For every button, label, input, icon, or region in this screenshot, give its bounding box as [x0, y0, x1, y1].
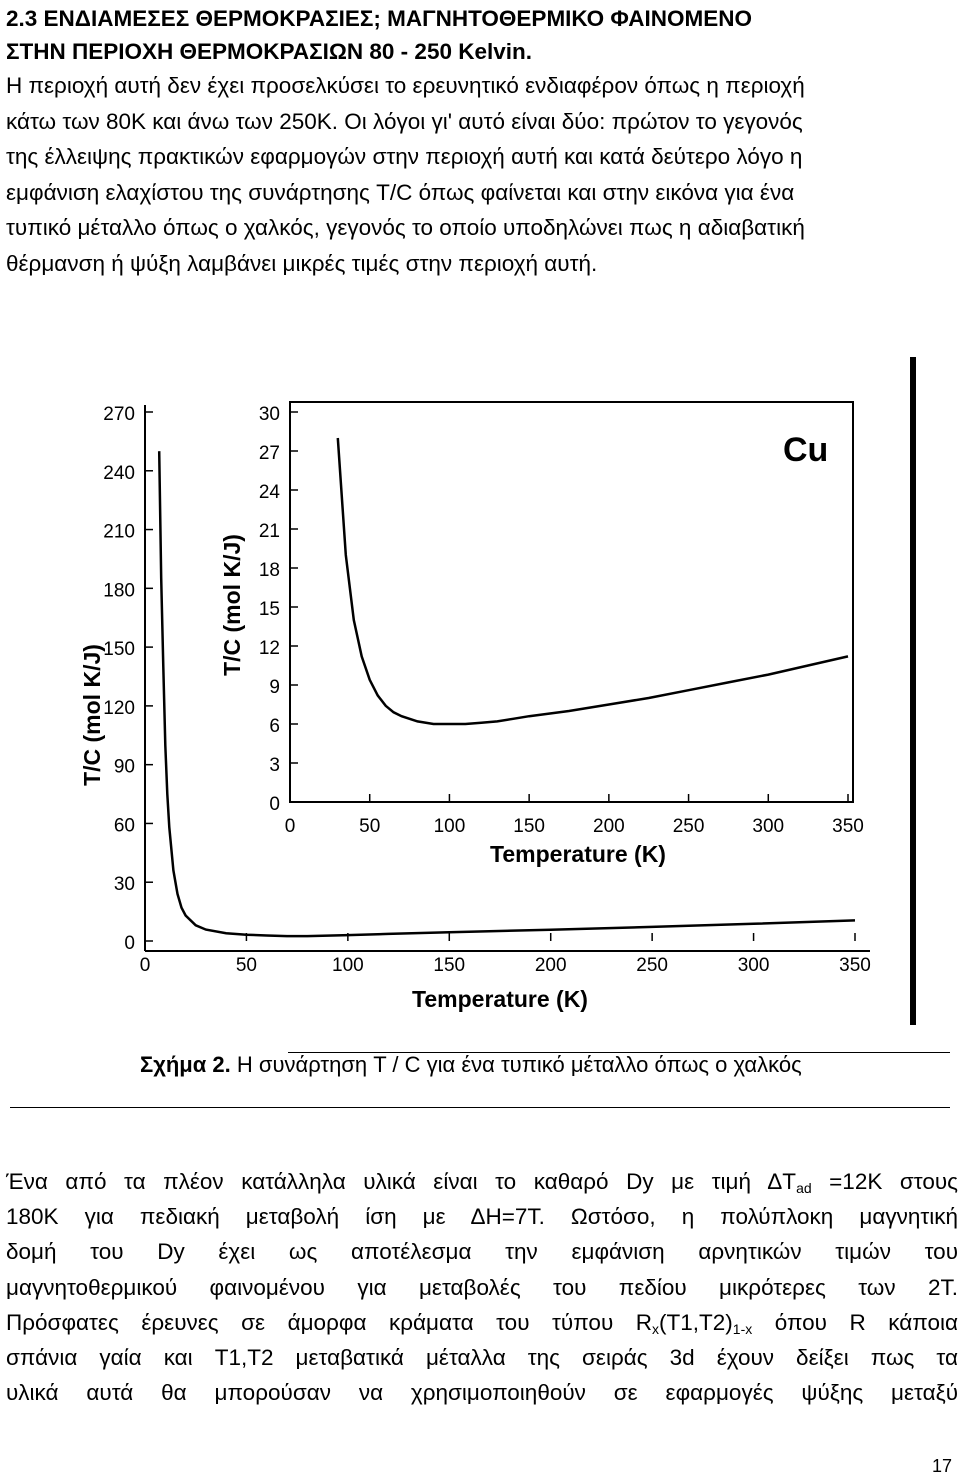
- inset-x-axis-label: Temperature (K): [490, 841, 666, 867]
- x-tick-label: 300: [752, 816, 784, 837]
- caption-text: Η συνάρτηση T / C για ένα τυπικό μέταλλο…: [230, 1052, 802, 1077]
- inset-title: Cu: [783, 431, 828, 469]
- x-tick-label: 0: [140, 955, 151, 976]
- paragraph-line: τυπικό μέταλλο όπως ο χαλκός, γεγονός το…: [6, 215, 805, 240]
- figure-caption: Σχήμα 2. Η συνάρτηση T / C για ένα τυπικ…: [140, 1052, 802, 1078]
- paragraph-line: 180K για πεδιακή μεταβολή ίση με ΔH=7T. …: [6, 1204, 958, 1230]
- main-x-axis-label: Temperature (K): [412, 986, 588, 1012]
- paragraph-line: υλικά αυτά θα μπορούσαν να χρησιμοποιηθο…: [6, 1380, 958, 1406]
- paragraph-line: Πρόσφατες έρευνες σε άμορφα κράματα του …: [6, 1309, 958, 1337]
- x-tick-label: 100: [332, 955, 364, 976]
- y-tick-label: 30: [259, 404, 280, 425]
- paragraph-line: κάτω των 80Κ και άνω των 250Κ. Οι λόγοι …: [6, 108, 803, 134]
- x-tick-label: 350: [839, 955, 871, 976]
- inset-chart: 0 3 6 9 12 15 18 21 24 27 30 0 50 100 150 200 250 300 350…: [219, 401, 864, 867]
- y-tick-label: 21: [259, 521, 280, 542]
- body-paragraph: Ένα από τα πλέον κατάλληλα υλικά είναι τ…: [6, 1164, 958, 1410]
- section-heading: 2.3 ΕΝΔΙΑΜΕΣΕΣ ΘΕΡΜΟΚΡΑΣΙΕΣ; ΜΑΓΝΗΤΟΘΕΡΜ…: [6, 2, 956, 68]
- x-tick-label: 150: [513, 816, 545, 837]
- caption-rule-top: [288, 1052, 950, 1053]
- y-tick-label: 15: [259, 599, 280, 620]
- y-tick-label: 210: [103, 522, 135, 543]
- inset-y-axis-label: T/C (mol K/J): [219, 534, 245, 676]
- y-tick-label: 9: [269, 677, 280, 698]
- paragraph-line: μαγνητοθερμικού φαινομένου για μεταβολές…: [6, 1274, 958, 1300]
- x-tick-label: 200: [593, 816, 625, 837]
- y-tick-label: 18: [259, 560, 280, 581]
- paragraph-line: της έλλειψης πρακτικών εφαρμογών στην πε…: [6, 144, 803, 169]
- y-tick-label: 12: [259, 638, 280, 659]
- x-tick-label: 300: [738, 955, 770, 976]
- y-tick-label: 24: [259, 482, 281, 503]
- y-tick-label: 30: [114, 874, 135, 895]
- y-tick-label: 90: [114, 757, 135, 778]
- x-tick-label: 250: [673, 816, 705, 837]
- intro-paragraph: Η περιοχή αυτή δεν έχει προσελκύσει το ε…: [6, 68, 956, 281]
- main-series-line: [157, 451, 856, 938]
- paragraph-line: εμφάνιση ελαχίστου της συνάρτησης T/C όπ…: [6, 179, 795, 205]
- caption-label: Σχήμα 2.: [140, 1052, 231, 1077]
- y-tick-label: 270: [103, 404, 135, 425]
- paragraph-line: Ένα από τα πλέον κατάλληλα υλικά είναι τ…: [6, 1169, 958, 1196]
- y-tick-label: 180: [103, 580, 135, 601]
- x-tick-label: 250: [636, 955, 668, 976]
- y-tick-label: 3: [269, 755, 280, 776]
- main-y-axis-label: T/C (mol K/J): [79, 644, 105, 786]
- paragraph-line: δομή του Dy έχει ως αποτέλεσμα την εμφάν…: [6, 1239, 958, 1265]
- inset-frame: [289, 401, 854, 803]
- x-tick-label: 350: [832, 816, 864, 837]
- x-tick-label: 50: [236, 955, 257, 976]
- x-tick-label: 100: [434, 816, 466, 837]
- x-tick-label: 50: [359, 816, 380, 837]
- y-tick-label: 6: [269, 716, 280, 737]
- paragraph-line: σπάνια γαία και T1,T2 μεταβατικά μέταλλα…: [6, 1345, 958, 1371]
- heading-line-2: ΣΤΗΝ ΠΕΡΙΟΧΗ ΘΕΡΜΟΚΡΑΣΙΩΝ 80 - 250 Kelvi…: [6, 39, 532, 64]
- figure-right-border: [910, 357, 916, 1025]
- caption-rule-bottom: [10, 1107, 950, 1108]
- y-tick-label: 150: [103, 639, 135, 660]
- page-number: 17: [931, 1456, 952, 1476]
- y-tick-label: 0: [124, 933, 135, 954]
- y-tick-label: 60: [114, 815, 135, 836]
- x-tick-label: 150: [433, 955, 465, 976]
- y-tick-label: 0: [269, 794, 280, 815]
- heading-line-1: 2.3 ΕΝΔΙΑΜΕΣΕΣ ΘΕΡΜΟΚΡΑΣΙΕΣ; ΜΑΓΝΗΤΟΘΕΡΜ…: [6, 6, 753, 31]
- y-tick-label: 240: [103, 463, 135, 484]
- inset-series-line: [336, 437, 849, 726]
- y-tick-label: 27: [259, 443, 280, 464]
- x-tick-label: 200: [535, 955, 567, 976]
- y-tick-label: 120: [103, 698, 135, 719]
- paragraph-line: Η περιοχή αυτή δεν έχει προσελκύσει το ε…: [6, 73, 805, 98]
- paragraph-line: θέρμανση ή ψύξη λαμβάνει μικρές τιμές στ…: [6, 250, 598, 276]
- x-tick-label: 0: [285, 816, 296, 837]
